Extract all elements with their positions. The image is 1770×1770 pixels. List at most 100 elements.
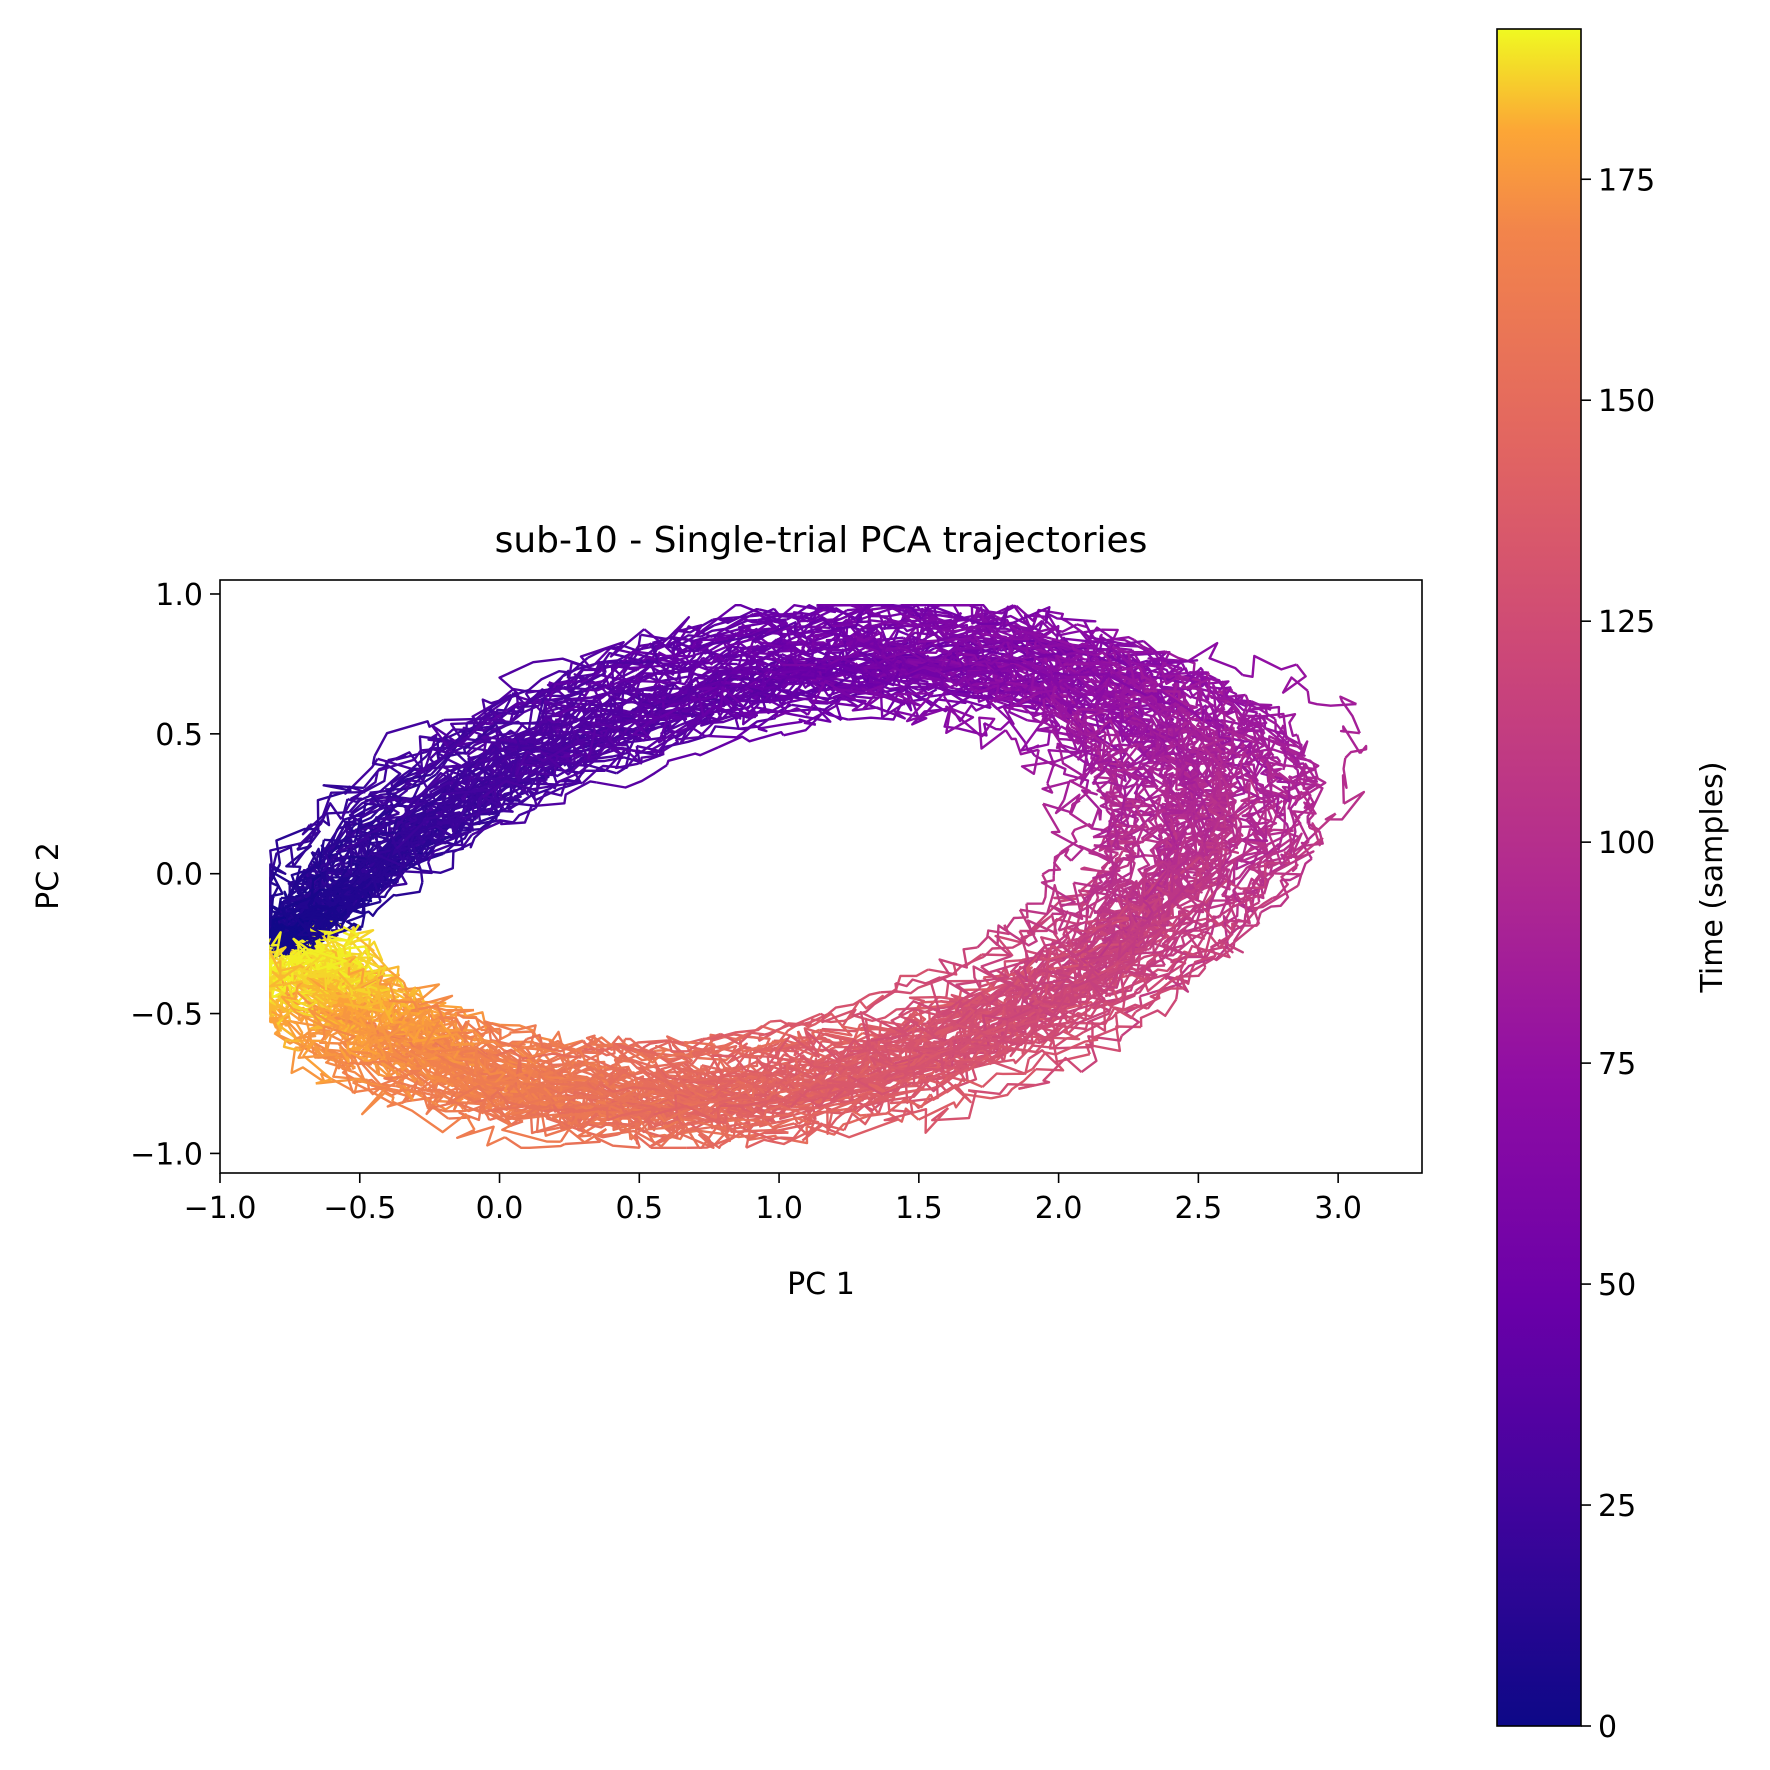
trajectory-segment — [325, 976, 356, 1010]
trajectory-segment — [478, 783, 513, 816]
trajectory-segment — [1210, 681, 1249, 705]
trajectory-segment — [1181, 686, 1225, 714]
trajectory-segment — [1247, 884, 1299, 925]
trajectory-segment — [1242, 654, 1297, 678]
trajectory-segment — [388, 998, 420, 1013]
trajectory-segment — [1276, 810, 1290, 829]
trajectory-segment — [893, 707, 950, 726]
trajectory-segment — [448, 1033, 465, 1059]
trajectory-segment — [793, 643, 856, 663]
trajectory-segment — [1123, 823, 1146, 861]
trajectory-segment — [931, 642, 987, 661]
y-axis: −1.0 −0.5 0.0 0.5 1.0 — [130, 578, 220, 1172]
trajectory-segment — [1028, 678, 1075, 700]
trajectory-segment — [518, 722, 585, 753]
trajectory-segment — [1072, 665, 1102, 681]
trajectory-segment — [481, 1040, 541, 1070]
trajectory-segment — [1155, 735, 1182, 756]
trajectory-segment — [975, 684, 1013, 703]
trajectory-segment — [1031, 1038, 1099, 1070]
trajectory-segment — [613, 1041, 670, 1055]
trajectory-segment — [1292, 734, 1309, 766]
trajectory-segment — [1203, 832, 1223, 866]
trajectory-segment — [711, 687, 776, 721]
trajectory-segment — [851, 634, 930, 665]
trajectory-segment — [361, 1086, 395, 1116]
trajectory-segment — [896, 604, 949, 613]
trajectory-segment — [321, 933, 332, 953]
trajectory-segment — [364, 988, 400, 1024]
trajectory-segment — [528, 656, 589, 691]
trajectory-segment — [269, 1015, 298, 1039]
trajectory-segment — [1191, 717, 1216, 746]
trajectory-segment — [941, 623, 997, 638]
trajectory-segment — [999, 1031, 1052, 1063]
trajectory-segment — [479, 706, 525, 729]
trajectory-segment — [732, 665, 768, 681]
trajectory-segment — [615, 682, 684, 707]
trajectory-segment — [1140, 817, 1180, 840]
trajectory-segment — [931, 1089, 977, 1122]
trajectory-segment — [1097, 884, 1127, 922]
trajectory-segment — [862, 684, 922, 710]
trajectory-segment — [1146, 689, 1165, 704]
trajectory-segment — [298, 1040, 333, 1085]
trajectory-segment — [880, 637, 936, 662]
trajectory-segment — [872, 654, 930, 673]
trajectory-segment — [1306, 690, 1357, 707]
trajectory-segment — [523, 1073, 552, 1094]
trajectory-segment — [877, 619, 944, 632]
trajectory-segment — [348, 791, 381, 838]
plot-frame — [219, 579, 1423, 1174]
trajectory-segment — [1041, 851, 1062, 876]
trajectory-segment — [999, 605, 1051, 628]
trajectory-segment — [386, 773, 432, 811]
trajectory-segment — [978, 716, 1007, 750]
trajectory-segment — [685, 1071, 771, 1091]
trajectory-segment — [290, 1047, 326, 1084]
trajectory-segment — [1223, 901, 1260, 946]
trajectory-segment — [876, 1025, 954, 1054]
trajectory-segment — [487, 1026, 528, 1049]
trajectory-segment — [516, 722, 563, 737]
trajectory-segment — [1026, 873, 1048, 905]
trajectory-segment — [1119, 675, 1146, 699]
colorbar-ticks: 0 25 50 75 100 125 150 175 — [1581, 163, 1655, 1745]
trajectory-segment — [761, 666, 826, 687]
trajectory-segment — [526, 769, 606, 792]
trajectory-segment — [353, 1060, 407, 1079]
trajectory-segment — [604, 749, 665, 772]
trajectory-segment — [1141, 764, 1160, 813]
trajectory-segment — [1210, 827, 1230, 860]
trajectory-segment — [545, 1065, 630, 1087]
trajectory-segment — [395, 794, 461, 850]
trajectory-lines — [269, 604, 1368, 1149]
trajectory-segment — [732, 1045, 782, 1072]
trajectory-segment — [767, 663, 831, 676]
trajectory-segment — [468, 705, 516, 738]
trajectory-segment — [504, 1136, 566, 1149]
trajectory-segment — [1165, 794, 1196, 815]
trajectory-segment — [980, 935, 1012, 968]
trajectory-segment — [789, 1046, 848, 1071]
trajectory-segment — [402, 981, 441, 1008]
trajectory-segment — [490, 1090, 544, 1113]
trajectory-segment — [400, 1069, 456, 1095]
trajectory-segment — [634, 1133, 688, 1149]
trajectory-segment — [1135, 785, 1162, 816]
trajectory-segment — [1176, 856, 1196, 887]
trajectory-segment — [443, 1091, 493, 1112]
trajectory-segment — [340, 770, 379, 820]
trajectory-segment — [348, 760, 389, 813]
trajectory-segment — [1156, 929, 1202, 964]
trajectory-segment — [1218, 922, 1260, 954]
trajectory-segment — [1159, 925, 1177, 957]
trajectory-segment — [682, 1118, 744, 1131]
trajectory-segment — [437, 1046, 491, 1074]
trajectory-segment — [955, 992, 991, 1013]
trajectory-segment — [1212, 801, 1229, 831]
trajectory-segment — [514, 743, 590, 776]
trajectory-segment — [757, 625, 831, 633]
trajectory-segment — [368, 874, 398, 903]
trajectory-segment — [344, 926, 375, 946]
